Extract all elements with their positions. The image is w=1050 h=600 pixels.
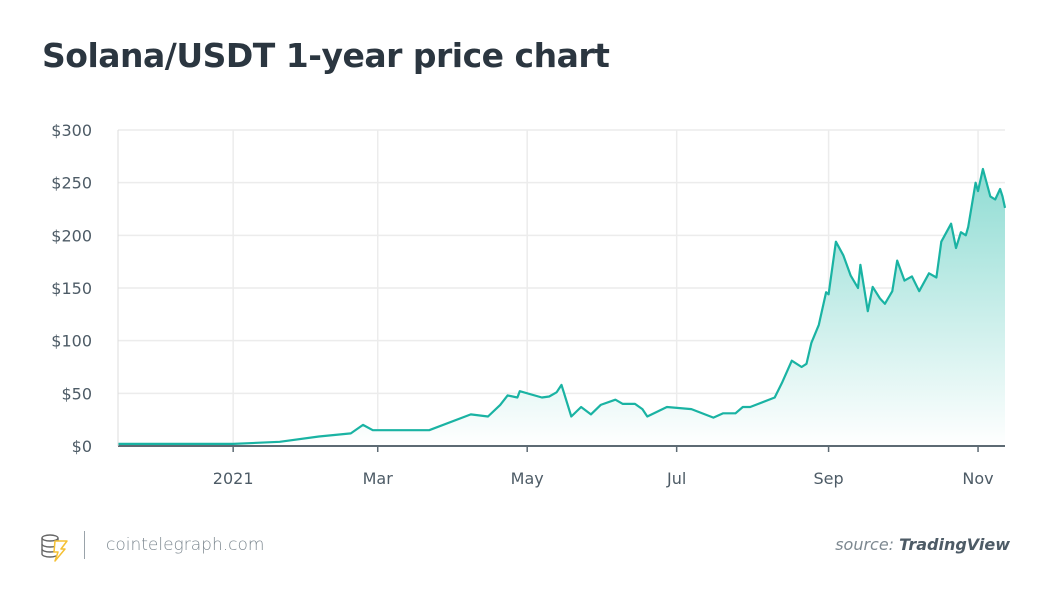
y-tick-label: $50 (61, 384, 92, 403)
source-prefix: source: (835, 535, 895, 554)
y-tick-label: $0 (72, 437, 92, 456)
x-tick-label: May (511, 469, 544, 488)
y-tick-label: $300 (51, 121, 92, 140)
y-tick-label: $250 (51, 174, 92, 193)
axes: $0 $50 $100 $150 $200 $250 $300 2021 Mar May Jul Se… (51, 121, 1005, 488)
x-tick-label: Nov (962, 469, 993, 488)
source-name: TradingView (899, 535, 1010, 554)
footer-site-link[interactable]: cointelegraph.com (106, 535, 265, 555)
footer-divider (84, 531, 85, 559)
y-tick-label: $150 (51, 279, 92, 298)
x-tick-label: 2021 (213, 469, 254, 488)
price-line (118, 167, 1007, 445)
footer-source: source: TradingView (835, 535, 1010, 554)
y-tick-label: $200 (51, 226, 92, 245)
price-area-fill (118, 169, 1005, 446)
x-tick-label: Jul (666, 469, 686, 488)
chart-title: Solana/USDT 1-year price chart (42, 36, 610, 75)
y-tick-label: $100 (51, 332, 92, 351)
x-tick-label: Sep (814, 469, 844, 488)
x-tick-label: Mar (363, 469, 394, 488)
cointelegraph-logo-icon (41, 534, 68, 562)
